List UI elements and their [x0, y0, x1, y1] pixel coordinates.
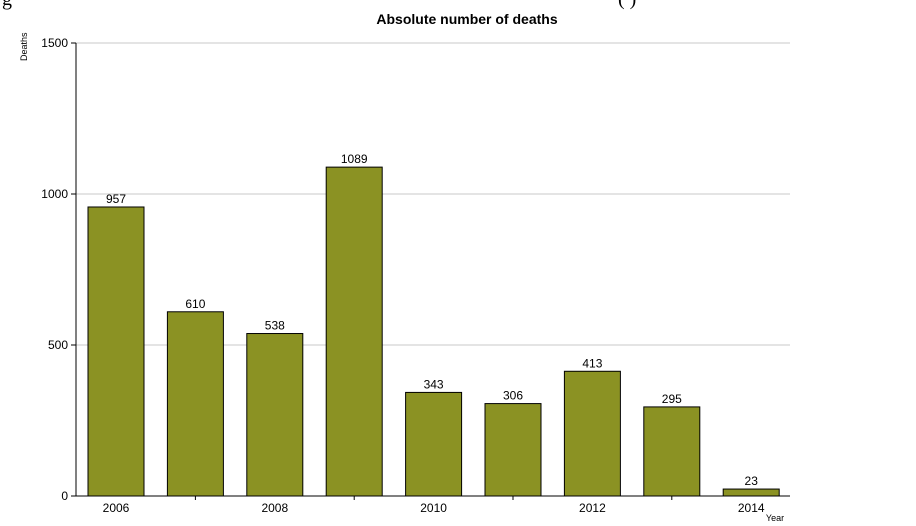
bar-labels: 957 610 538 1089 343 306 413 295 23 [106, 152, 758, 488]
bar-value-label: 295 [662, 392, 682, 406]
x-tick-label: 2006 [103, 501, 130, 515]
bar-value-label: 957 [106, 192, 126, 206]
y-tick-label: 1000 [41, 187, 68, 201]
bar-2012 [563, 370, 621, 497]
x-tick-label: 2012 [579, 501, 606, 515]
bar-value-label: 413 [582, 356, 602, 370]
y-tick-label: 0 [61, 489, 68, 503]
bar-2014 [722, 488, 780, 497]
bar-2009 [325, 166, 383, 497]
y-axis-label: Deaths [19, 32, 29, 61]
bar-2007 [166, 311, 224, 497]
bar-value-label: 23 [745, 474, 759, 488]
y-axis-ticks: 0 500 1000 1500 [41, 36, 76, 503]
bar-2013 [643, 406, 701, 497]
page-header: g ( ) [0, 0, 916, 11]
x-tick-label: 2008 [261, 501, 288, 515]
axes [75, 43, 790, 497]
bar-2011 [484, 403, 542, 497]
y-tick-label: 1500 [41, 36, 68, 50]
header-fragment-left: g [2, 0, 12, 11]
header-fragment-right: ( ) [618, 0, 636, 11]
bar-value-label: 306 [503, 389, 523, 403]
bar-value-label: 538 [265, 319, 285, 333]
bar-value-label: 343 [424, 377, 444, 391]
bars [87, 166, 780, 497]
x-axis-label: Year [766, 513, 784, 523]
bar-value-label: 1089 [341, 152, 368, 166]
bar-value-label: 610 [185, 297, 205, 311]
bar-2006 [87, 206, 145, 497]
x-tick-label: 2014 [738, 501, 765, 515]
bar-2010 [405, 391, 463, 497]
y-tick-label: 500 [48, 338, 68, 352]
bar-2008 [246, 333, 304, 497]
x-axis-ticks: 2006 2008 2010 2012 2014 [103, 496, 765, 515]
chart-title: Absolute number of deaths [376, 11, 557, 27]
x-tick-label: 2010 [420, 501, 447, 515]
gridlines [76, 42, 790, 346]
